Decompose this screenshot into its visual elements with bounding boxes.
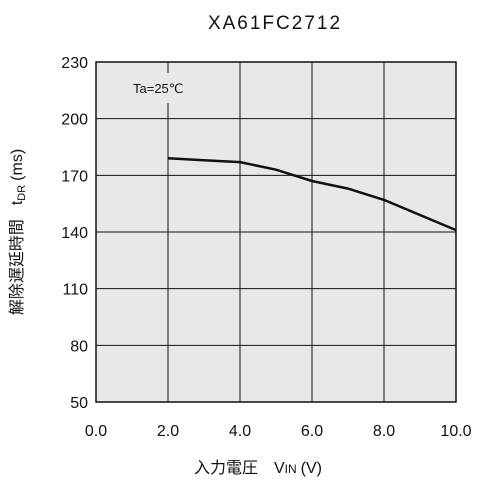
y-axis-symbol: t (9, 200, 26, 205)
x-tick-label-0: 0.0 (85, 423, 107, 440)
x-tick-label-1: 2.0 (157, 423, 179, 440)
y-axis-label-text: 解除遅延時間 (8, 219, 26, 315)
y-axis-subscript: DR (16, 185, 28, 201)
x-axis-unit: (V) (301, 460, 322, 477)
y-tick-labels: 50 80 110 140 170 200 230 (61, 55, 88, 412)
x-axis-label: 入力電圧 VIN (V) (194, 459, 322, 477)
grid (95, 61, 457, 403)
svg-text:解除遅延時間tDR(ms): 解除遅延時間 tDR (ms) (8, 149, 28, 315)
y-tick-label-1: 80 (70, 338, 88, 355)
x-tick-label-2: 4.0 (229, 423, 251, 440)
temperature-annotation: Ta=25℃ (133, 81, 183, 96)
y-axis-label: 解除遅延時間 tDR (ms) (8, 149, 28, 315)
x-tick-labels: 0.0 2.0 4.0 6.0 8.0 10.0 (85, 423, 472, 440)
x-tick-label-4: 8.0 (373, 423, 395, 440)
y-tick-label-3: 140 (61, 225, 88, 242)
chart-title: XA61FC2712 (208, 13, 342, 34)
x-axis-symbol: V (274, 460, 285, 477)
x-tick-label-3: 6.0 (301, 423, 323, 440)
plot-frame (95, 61, 457, 403)
y-tick-label-5: 200 (61, 112, 88, 129)
series-line-0 (167, 157, 457, 232)
y-tick-label-0: 50 (70, 395, 88, 412)
x-axis-subscript: IN (285, 462, 297, 476)
y-tick-label-6: 230 (61, 55, 88, 72)
y-axis-unit: (ms) (9, 149, 26, 181)
y-tick-label-2: 110 (62, 282, 88, 299)
series-group (167, 157, 457, 232)
y-tick-label-4: 170 (61, 168, 88, 185)
annotation-box (124, 73, 212, 103)
x-axis-label-text: 入力電圧 (194, 459, 258, 477)
x-tick-label-5: 10.0 (440, 423, 471, 440)
